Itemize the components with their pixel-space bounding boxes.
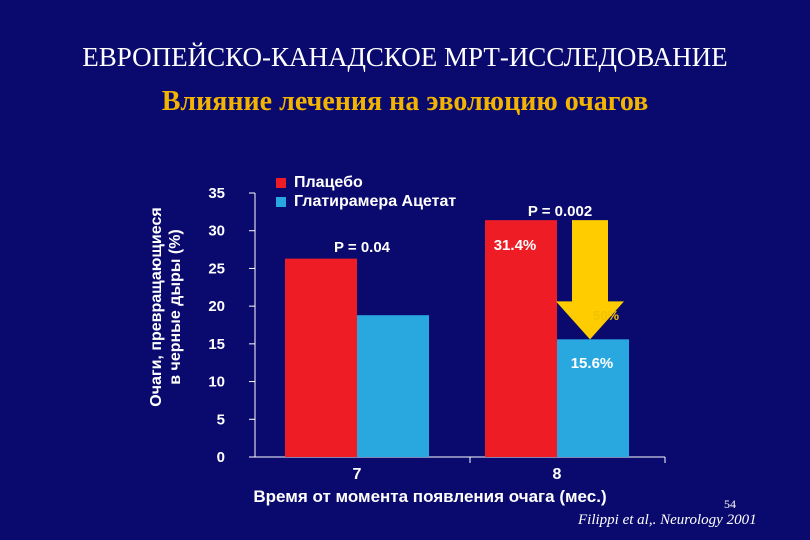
y-tick-label: 20: [208, 298, 225, 315]
bar-treatment-7: [357, 315, 429, 457]
chart-legend: Плацебо Глатирамера Ацетат: [276, 173, 456, 211]
x-axis-label: Время от момента появления очага (мес.): [253, 487, 607, 506]
y-tick-label: 10: [208, 374, 225, 391]
p-value-month7: P = 0.04: [334, 239, 391, 256]
legend-label-placebo: Плацебо: [294, 173, 363, 191]
legend-swatch-treatment: [276, 196, 286, 207]
data-label-placebo-month8: 31.4%: [494, 237, 537, 254]
legend-swatch-placebo: [276, 177, 286, 188]
bar-placebo-7: [285, 258, 357, 457]
x-tick-label: 7: [353, 466, 362, 483]
bar-placebo-8: [485, 220, 557, 457]
reduction-arrow: [556, 220, 624, 340]
slide-number: 54: [724, 497, 736, 511]
y-tick-label: 5: [217, 411, 225, 428]
page-subtitle: Влияние лечения на эволюцию очагов: [161, 86, 649, 117]
y-tick-label: 0: [217, 449, 225, 466]
legend-item-placebo: Плацебо: [276, 173, 456, 192]
y-tick-label: 35: [208, 185, 225, 202]
y-tick-label: 15: [208, 336, 225, 353]
citation: Filippi et al,. Neurology 2001: [578, 512, 757, 528]
legend-label-treatment: Глатирамера Ацетат: [294, 192, 457, 210]
page-title: ЕВРОПЕЙСКО-КАНАДСКОЕ МРТ-ИССЛЕДОВАНИЕ: [82, 42, 728, 72]
bar-treatment-8: [557, 339, 629, 457]
y-tick-label: 30: [208, 223, 225, 240]
p-value-month8: P = 0.002: [528, 203, 592, 220]
y-tick-label: 25: [208, 260, 225, 277]
x-tick-label: 8: [553, 466, 562, 483]
data-label-treatment-month8: 15.6%: [571, 355, 614, 372]
legend-item-treatment: Глатирамера Ацетат: [276, 192, 456, 211]
reduction-label: 50%: [593, 308, 619, 323]
